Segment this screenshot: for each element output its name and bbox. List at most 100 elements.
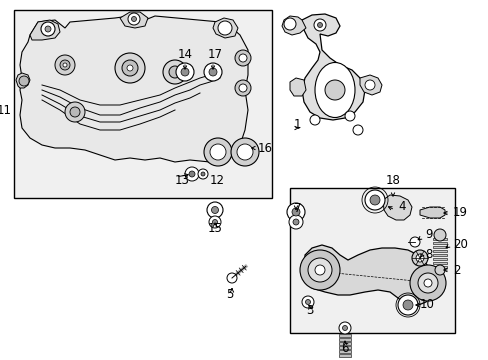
Circle shape [235,80,250,96]
Circle shape [198,169,207,179]
Circle shape [60,60,70,70]
Circle shape [302,296,313,308]
Circle shape [434,265,444,275]
Circle shape [314,265,325,275]
Circle shape [19,76,29,86]
Circle shape [411,250,427,266]
Circle shape [292,219,298,225]
Circle shape [209,144,225,160]
Circle shape [299,250,339,290]
Circle shape [184,167,199,181]
Bar [338,334,350,337]
Polygon shape [16,73,30,88]
Polygon shape [419,207,444,218]
Circle shape [127,65,133,71]
Circle shape [212,220,217,225]
Bar [432,246,446,248]
Circle shape [131,17,136,22]
Polygon shape [282,16,305,35]
Bar [338,342,350,345]
Text: 14: 14 [177,49,192,62]
Bar [338,338,350,341]
Circle shape [237,144,252,160]
Circle shape [402,300,412,310]
Text: 4: 4 [397,201,405,213]
Bar [338,350,350,352]
Bar [432,258,446,260]
Bar [338,354,350,356]
Text: 5: 5 [226,288,233,302]
Circle shape [325,80,345,100]
Circle shape [288,215,303,229]
Circle shape [128,13,140,25]
Polygon shape [304,245,434,306]
Circle shape [208,216,221,228]
Circle shape [65,102,85,122]
Circle shape [417,273,437,293]
Text: 10: 10 [419,298,434,311]
Bar [432,250,446,252]
Bar [432,242,446,244]
Polygon shape [382,195,411,220]
Circle shape [169,66,181,78]
Circle shape [313,19,325,31]
Circle shape [397,295,417,315]
Text: 17: 17 [207,49,222,62]
Text: 9: 9 [424,229,431,242]
Text: 19: 19 [452,207,467,220]
Circle shape [203,63,222,81]
Bar [432,262,446,264]
Circle shape [286,203,305,221]
Circle shape [230,138,259,166]
Ellipse shape [314,63,354,117]
Circle shape [226,273,237,283]
Circle shape [206,202,223,218]
Circle shape [122,60,138,76]
Polygon shape [213,18,238,38]
Circle shape [342,325,347,330]
Circle shape [364,80,374,90]
Text: 1: 1 [293,118,301,131]
Circle shape [211,207,218,213]
Circle shape [364,190,384,210]
Polygon shape [359,75,381,95]
Bar [432,266,446,268]
Bar [289,188,454,333]
Circle shape [433,229,445,241]
Circle shape [203,138,231,166]
Circle shape [70,107,80,117]
Circle shape [239,84,246,92]
Polygon shape [20,16,247,162]
Polygon shape [120,12,148,28]
Circle shape [409,265,445,301]
Bar [432,238,446,240]
Text: 16: 16 [258,141,272,154]
Circle shape [409,237,419,247]
Text: 3: 3 [305,303,313,316]
Circle shape [352,125,362,135]
Text: 2: 2 [452,264,460,276]
Bar [14,10,271,198]
Circle shape [369,195,379,205]
Circle shape [305,300,310,305]
Circle shape [338,322,350,334]
Circle shape [41,22,55,36]
Circle shape [201,172,204,176]
Text: 13: 13 [175,174,189,186]
Circle shape [181,68,189,76]
Circle shape [317,22,322,27]
Bar [432,254,446,256]
Text: 7: 7 [294,202,301,215]
Circle shape [115,53,145,83]
Text: 11: 11 [0,104,12,117]
Polygon shape [289,78,305,96]
Text: 15: 15 [207,221,222,234]
Bar [338,346,350,348]
Circle shape [291,208,299,216]
Circle shape [415,254,423,262]
Text: 18: 18 [385,174,400,186]
Circle shape [309,115,319,125]
Text: 20: 20 [452,238,467,252]
Circle shape [239,54,246,62]
Circle shape [284,18,295,30]
